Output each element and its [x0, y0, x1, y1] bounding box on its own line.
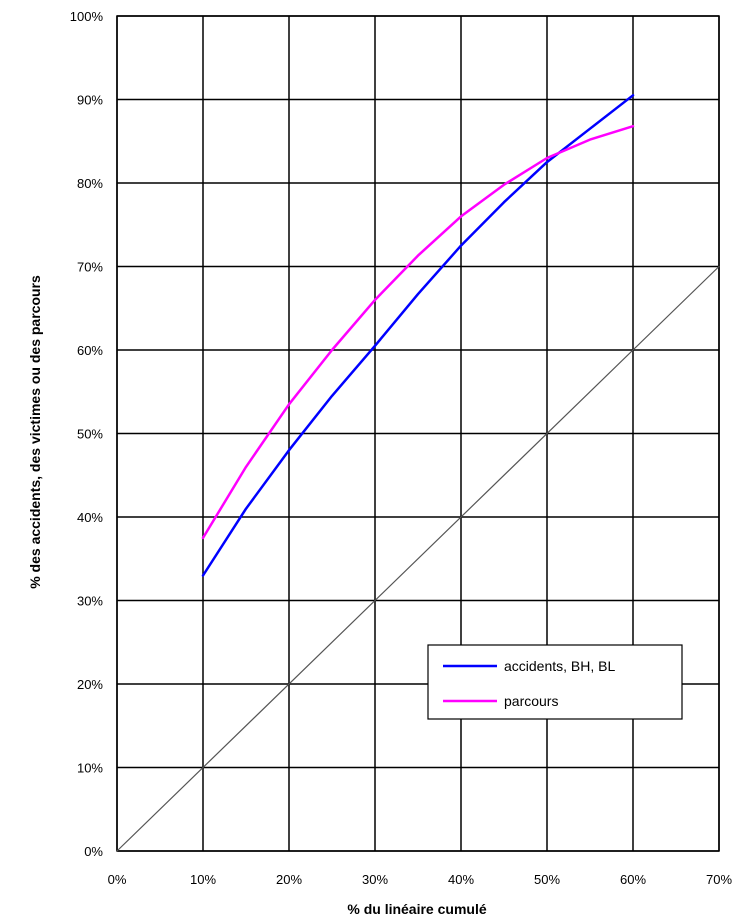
y-tick-label: 0% [84, 844, 103, 859]
x-tick-label: 10% [190, 872, 216, 887]
x-tick-label: 0% [108, 872, 127, 887]
y-tick-label: 60% [77, 343, 103, 358]
x-tick-label: 50% [534, 872, 560, 887]
x-tick-label: 60% [620, 872, 646, 887]
y-axis-title: % des accidents, des victimes ou des par… [27, 275, 43, 589]
legend-box [427, 644, 683, 720]
y-tick-label: 40% [77, 510, 103, 525]
legend-label-accidents: accidents, BH, BL [504, 658, 615, 674]
y-tick-label: 100% [70, 9, 104, 24]
x-tick-label: 40% [448, 872, 474, 887]
grid [116, 15, 720, 852]
y-tick-label: 30% [77, 594, 103, 609]
y-tick-label: 80% [77, 176, 103, 191]
x-tick-label: 30% [362, 872, 388, 887]
reference-diagonal-line [116, 265, 720, 852]
y-tick-label: 10% [77, 761, 103, 776]
x-tick-label: 20% [276, 872, 302, 887]
legend-label-parcours: parcours [504, 693, 558, 709]
series-group [116, 94, 720, 852]
y-tick-label: 70% [77, 260, 103, 275]
tick-labels: 0% 10% 20% 30% 40% 50% 60% 70% 0% 10% 20% 30% 40% 50%… [70, 9, 733, 887]
y-tick-label: 50% [77, 427, 103, 442]
x-tick-label: 70% [706, 872, 732, 887]
x-axis-title: % du linéaire cumulé [347, 901, 486, 917]
series-line-parcours [201, 124, 635, 540]
legend: accidents, BH, BL parcours [427, 644, 683, 720]
y-tick-label: 20% [77, 677, 103, 692]
y-tick-label: 90% [77, 93, 103, 108]
